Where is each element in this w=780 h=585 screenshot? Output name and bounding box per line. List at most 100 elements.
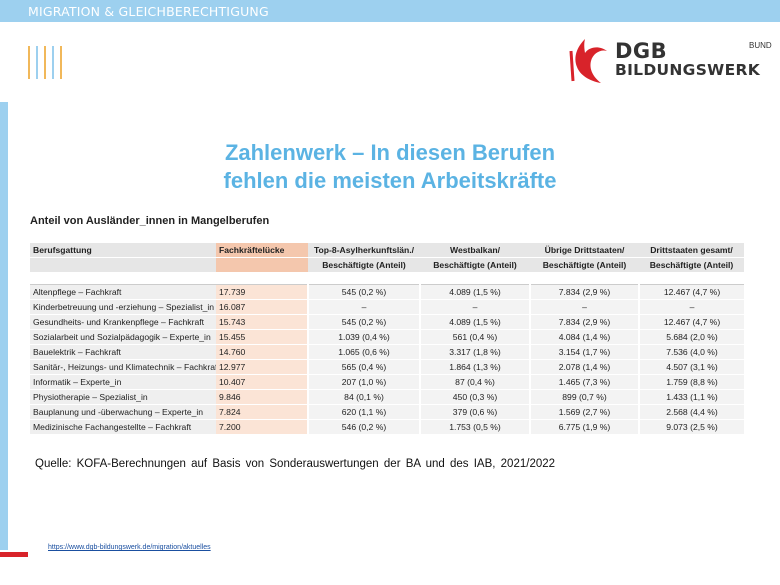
share-cell: 4.089 (1,5 %) <box>419 314 530 330</box>
shortage-cell: 14.760 <box>216 344 308 360</box>
shortage-cell: 12.977 <box>216 359 308 375</box>
occupation-cell: Kinderbetreuung und -erziehung – Spezial… <box>30 299 216 315</box>
dgb-logo: DGB BILDUNGSWERK BUND <box>567 37 772 85</box>
col-header-top: Drittstaaten gesamt/ <box>639 243 744 258</box>
flame-icon <box>569 39 607 83</box>
occupation-cell: Sozialarbeit und Sozialpädagogik – Exper… <box>30 329 216 345</box>
share-cell: 7.834 (2,9 %) <box>529 314 639 330</box>
shortage-cell: 16.087 <box>216 299 308 315</box>
col-header-bottom: Beschäftigte (Anteil) <box>530 257 639 272</box>
share-cell: 87 (0,4 %) <box>419 374 530 390</box>
shortage-cell: 17.739 <box>216 284 308 300</box>
share-cell: 6.775 (1,9 %) <box>529 419 639 435</box>
occupation-cell: Bauplanung und -überwachung – Experte_in <box>30 404 216 420</box>
share-cell: 1.753 (0,5 %) <box>419 419 530 435</box>
share-cell: 1.465 (7,3 %) <box>529 374 639 390</box>
col-header-top: Top-8-Asylherkunftslän./ <box>308 243 420 258</box>
header-spacer <box>30 272 744 285</box>
occupation-cell: Sanitär-, Heizungs- und Klimatechnik – F… <box>30 359 216 375</box>
stripe <box>28 46 30 79</box>
headline-line-2: fehlen die meisten Arbeitskräfte <box>223 168 557 193</box>
shortage-cell: 9.846 <box>216 389 308 405</box>
table-row: Bauplanung und -überwachung – Experte_in… <box>30 404 744 420</box>
col-header-top: Westbalkan/ <box>420 243 530 258</box>
occupation-cell: Altenpflege – Fachkraft <box>30 284 216 300</box>
share-cell: 379 (0,6 %) <box>419 404 530 420</box>
col-header-bottom: Beschäftigte (Anteil) <box>308 257 420 272</box>
occupation-cell: Bauelektrik – Fachkraft <box>30 344 216 360</box>
share-cell: 9.073 (2,5 %) <box>638 419 744 435</box>
col-header-bottom: Beschäftigte (Anteil) <box>639 257 744 272</box>
occupation-cell: Informatik – Experte_in <box>30 374 216 390</box>
share-cell: 545 (0,2 %) <box>307 314 420 330</box>
red-accent-mark <box>0 552 28 557</box>
occupation-cell: Medizinische Fachangestellte – Fachkraft <box>30 419 216 435</box>
share-cell: 561 (0,4 %) <box>419 329 530 345</box>
col-header-top: Übrige Drittstaaten/ <box>530 243 639 258</box>
table-body: Altenpflege – Fachkraft 17.739 545 (0,2 %)… <box>30 284 744 435</box>
share-cell: 546 (0,2 %) <box>307 419 420 435</box>
share-cell: 1.039 (0,4 %) <box>307 329 420 345</box>
col-header-bottom <box>216 257 308 272</box>
share-cell: 12.467 (4,7 %) <box>638 284 744 300</box>
share-cell: 1.569 (2,7 %) <box>529 404 639 420</box>
shortage-cell: 15.743 <box>216 314 308 330</box>
col-header-bottom <box>30 257 216 272</box>
share-cell: 565 (0,4 %) <box>307 359 420 375</box>
share-cell: 3.154 (1,7 %) <box>529 344 639 360</box>
section-title: MIGRATION & GLEICHBERECHTIGUNG <box>28 4 269 19</box>
share-cell: 450 (0,3 %) <box>419 389 530 405</box>
table-row: Bauelektrik – Fachkraft 14.760 1.065 (0,6 … <box>30 344 744 360</box>
share-cell: 7.834 (2,9 %) <box>529 284 639 300</box>
share-cell: 7.536 (4,0 %) <box>638 344 744 360</box>
share-cell: – <box>307 299 420 315</box>
table-row: Physiotherapie – Spezialist_in 9.846 84 (0… <box>30 389 744 405</box>
share-cell: 1.433 (1,1 %) <box>638 389 744 405</box>
share-cell: 1.065 (0,6 %) <box>307 344 420 360</box>
col-header-top: Berufsgattung <box>30 243 216 258</box>
table-row: Sanitär-, Heizungs- und Klimatechnik – F… <box>30 359 744 375</box>
col-header-bottom: Beschäftigte (Anteil) <box>420 257 530 272</box>
share-cell: 1.864 (1,3 %) <box>419 359 530 375</box>
share-cell: 899 (0,7 %) <box>529 389 639 405</box>
table-row: Gesundheits- und Krankenpflege – Fachkra… <box>30 314 744 330</box>
share-cell: 3.317 (1,8 %) <box>419 344 530 360</box>
stripe <box>44 46 46 79</box>
share-cell: – <box>529 299 639 315</box>
table-row: Altenpflege – Fachkraft 17.739 545 (0,2 %)… <box>30 284 744 300</box>
col-header-top: Fachkräftelücke <box>216 243 308 258</box>
occupation-cell: Gesundheits- und Krankenpflege – Fachkra… <box>30 314 216 330</box>
table-row: Kinderbetreuung und -erziehung – Spezial… <box>30 299 744 315</box>
footer-link[interactable]: https://www.dgb-bildungswerk.de/migratio… <box>48 544 211 551</box>
table-row: Medizinische Fachangestellte – Fachkraft… <box>30 419 744 435</box>
left-accent-bar <box>0 102 8 550</box>
table-row: Informatik – Experte_in 10.407 207 (1,0 %)… <box>30 374 744 390</box>
share-cell: 4.084 (1,4 %) <box>529 329 639 345</box>
logo-text-bund: BUND <box>749 41 772 50</box>
headline-line-1: Zahlenwerk – In diesen Berufen <box>224 140 556 165</box>
shortage-cell: 10.407 <box>216 374 308 390</box>
share-cell: 620 (1,1 %) <box>307 404 420 420</box>
share-cell: 207 (1,0 %) <box>307 374 420 390</box>
share-cell: 5.684 (2,0 %) <box>638 329 744 345</box>
shortage-cell: 7.200 <box>216 419 308 435</box>
top-banner: MIGRATION & GLEICHBERECHTIGUNG <box>0 0 780 22</box>
table-row: Sozialarbeit und Sozialpädagogik – Exper… <box>30 329 744 345</box>
share-cell: 545 (0,2 %) <box>307 284 420 300</box>
shortage-table: Berufsgattung Fachkräftelücke Top-8-Asyl… <box>30 243 744 435</box>
share-cell: – <box>419 299 530 315</box>
shortage-cell: 15.455 <box>216 329 308 345</box>
stripe <box>60 46 62 79</box>
logo-text-bildungswerk: BILDUNGSWERK <box>615 61 760 79</box>
share-cell: 2.078 (1,4 %) <box>529 359 639 375</box>
share-cell: 2.568 (4,4 %) <box>638 404 744 420</box>
share-cell: 4.089 (1,5 %) <box>419 284 530 300</box>
logo-text-dgb: DGB <box>615 39 668 63</box>
stripe <box>52 46 54 79</box>
share-cell: 1.759 (8,8 %) <box>638 374 744 390</box>
decorative-stripes <box>28 46 68 79</box>
stripe <box>36 46 38 79</box>
shortage-cell: 7.824 <box>216 404 308 420</box>
table-title: Anteil von Ausländer_innen in Mangelberu… <box>30 215 270 227</box>
share-cell: 12.467 (4,7 %) <box>638 314 744 330</box>
